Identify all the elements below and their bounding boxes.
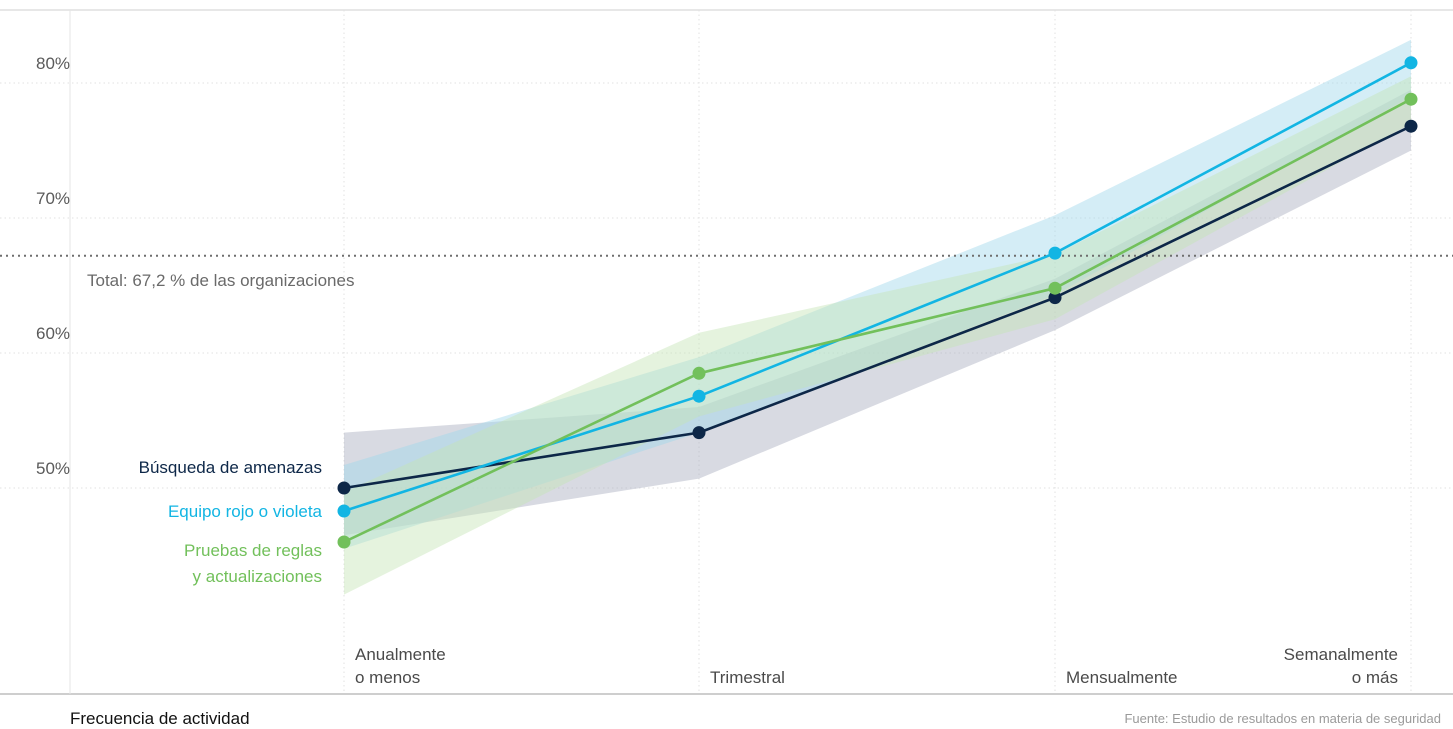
- series-lines: [343, 61, 1412, 544]
- y-tick-label: 70%: [36, 189, 70, 208]
- grid: [0, 9, 1453, 695]
- data-point: [337, 481, 351, 495]
- x-tick-label: o menos: [355, 668, 420, 687]
- source-note: Fuente: Estudio de resultados en materia…: [1124, 711, 1441, 726]
- x-tick-label: Anualmente: [355, 645, 446, 664]
- series-label: y actualizaciones: [193, 567, 322, 586]
- y-tick-label: 80%: [36, 54, 70, 73]
- series-line: [343, 61, 1412, 513]
- data-point: [692, 366, 706, 380]
- x-tick-label: Trimestral: [710, 668, 785, 687]
- series-line: [343, 125, 1412, 490]
- data-point: [1048, 291, 1062, 305]
- series-label: Pruebas de reglas: [184, 541, 322, 560]
- series-label: Búsqueda de amenazas: [139, 458, 322, 477]
- confidence-bands: [344, 39, 1411, 595]
- y-tick-label: 50%: [36, 459, 70, 478]
- series-label: Equipo rojo o violeta: [168, 502, 323, 521]
- series-points: [337, 56, 1418, 549]
- reference-line-label: Total: 67,2 % de las organizaciones: [87, 271, 354, 290]
- confidence-band: [344, 76, 1411, 595]
- series-line: [343, 98, 1412, 544]
- data-point: [1404, 119, 1418, 133]
- confidence-band: [344, 39, 1411, 549]
- y-tick-label: 60%: [36, 324, 70, 343]
- x-tick-label: Mensualmente: [1066, 668, 1178, 687]
- data-point: [337, 535, 351, 549]
- data-point: [1404, 56, 1418, 70]
- data-point: [1404, 92, 1418, 106]
- data-point: [692, 426, 706, 440]
- data-point: [692, 389, 706, 403]
- x-tick-label: o más: [1352, 668, 1398, 687]
- chart-labels: 50% 60% 70% 80% Anualmente o menos Trimestral M…: [36, 54, 1398, 687]
- x-axis-title: Frecuencia de actividad: [70, 709, 250, 728]
- x-tick-label: Semanalmente: [1284, 645, 1398, 664]
- data-point: [1048, 246, 1062, 260]
- data-point: [1048, 281, 1062, 295]
- data-point: [337, 504, 351, 518]
